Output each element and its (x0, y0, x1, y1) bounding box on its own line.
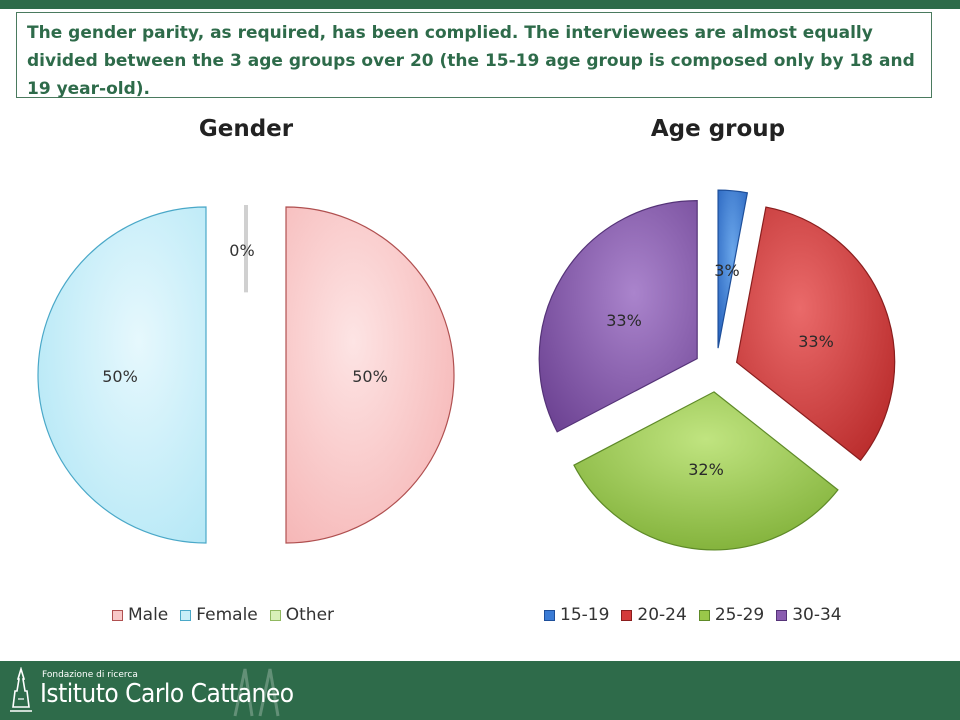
legend-swatch-25-29 (698, 609, 710, 621)
top-bar (0, 0, 960, 9)
age-legend: 15-19 20-24 25-29 30-34 (544, 605, 842, 625)
pie-slice-15-19 (717, 189, 749, 349)
legend-item-other: Other (269, 605, 335, 625)
legend-item-female: Female (180, 605, 258, 625)
legend-item-25-29: 25-29 (698, 605, 765, 625)
data-label-20-24: 33% (798, 332, 834, 351)
data-label-other: 0% (229, 241, 254, 260)
legend-swatch-male (112, 609, 123, 621)
note-text: The gender parity, as required, has been… (27, 23, 915, 99)
institute-logo-icon (10, 667, 32, 712)
age-pie: 3% 33% 32% 33% (538, 189, 896, 551)
gender-chart-title: Gender (198, 116, 294, 142)
footer-subtitle: Fondazione di ricerca (42, 670, 138, 680)
pie-slice-20-24 (735, 206, 896, 462)
legend-label-female: Female (196, 605, 258, 625)
legend-swatch-other (269, 609, 281, 621)
watermark-icon (233, 668, 280, 717)
age-chart-title: Age group (650, 116, 786, 142)
legend-swatch-female (180, 609, 192, 621)
legend-label-male: Male (128, 605, 169, 625)
legend-swatch-30-34 (776, 609, 788, 621)
footer-bar: Fondazione di ricerca Istituto Carlo Cat… (0, 661, 960, 720)
legend-label-other: Other (285, 605, 335, 625)
pie-slice-25-29 (573, 391, 839, 551)
legend-swatch-20-24 (621, 609, 633, 621)
legend-item-30-34: 30-34 (776, 605, 842, 625)
legend-label-15-19: 15-19 (560, 605, 610, 625)
gender-pie: 50% 50% 0% (37, 205, 455, 544)
data-label-25-29: 32% (688, 460, 724, 479)
data-label-male: 50% (352, 367, 388, 386)
legend-label-30-34: 30-34 (792, 605, 842, 625)
pie-slice-male (285, 206, 455, 544)
legend-item-15-19: 15-19 (544, 605, 609, 625)
data-label-15-19: 3% (714, 261, 739, 280)
note-box: The gender parity, as required, has been… (16, 12, 932, 99)
gender-legend: Male Female Other (112, 605, 334, 625)
legend-swatch-15-19 (544, 609, 555, 621)
data-label-female: 50% (102, 367, 138, 386)
legend-label-20-24: 20-24 (637, 605, 687, 625)
legend-item-male: Male (112, 605, 168, 625)
legend-item-20-24: 20-24 (621, 605, 687, 625)
pie-slice-30-34 (538, 200, 698, 433)
legend-label-25-29: 25-29 (714, 605, 765, 625)
data-label-30-34: 33% (606, 311, 642, 330)
pie-slice-female (37, 206, 207, 544)
footer-institute-name: Istituto Carlo Cattaneo (40, 679, 294, 709)
